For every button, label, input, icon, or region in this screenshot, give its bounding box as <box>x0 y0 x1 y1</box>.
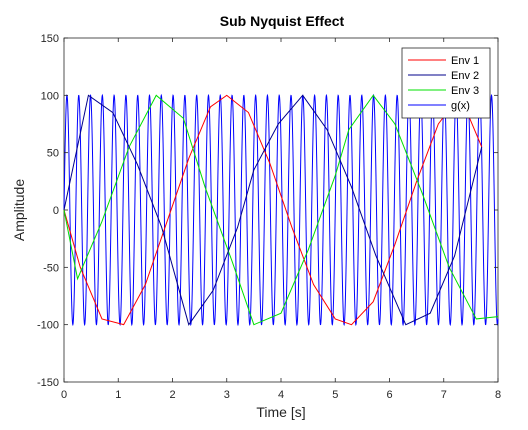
chart-title: Sub Nyquist Effect <box>220 13 345 29</box>
y-tick-label: 50 <box>47 148 59 160</box>
x-tick-label: 1 <box>115 389 121 401</box>
series-line-1 <box>63 94 483 326</box>
y-axis-label: Amplitude <box>11 179 27 241</box>
x-tick-label: 4 <box>278 389 284 401</box>
legend-label: g(x) <box>451 100 470 112</box>
y-tick-label: 150 <box>41 33 59 45</box>
data-layer <box>63 93 499 327</box>
series-line-3 <box>63 93 499 327</box>
legend-label: Env 2 <box>451 70 479 82</box>
legend-label: Env 3 <box>451 85 479 97</box>
y-tick-label: -50 <box>43 262 59 274</box>
x-tick-label: 0 <box>61 389 67 401</box>
legend: Env 1 Env 2 Env 3 g(x) <box>401 47 491 119</box>
x-tick-label: 5 <box>332 389 338 401</box>
legend-label: Env 1 <box>451 55 479 67</box>
x-axis-label: Time [s] <box>256 404 305 420</box>
series-line-0 <box>63 94 483 326</box>
x-tick-label: 7 <box>441 389 447 401</box>
x-tick-label: 3 <box>224 389 230 401</box>
tick-layer: 0 1 2 3 4 5 6 7 8 -150 -100 -50 0 50 100 150 <box>37 33 501 401</box>
y-tick-label: -100 <box>37 320 59 332</box>
x-tick-label: 8 <box>495 389 501 401</box>
x-tick-label: 2 <box>169 389 175 401</box>
y-tick-label: 0 <box>53 205 59 217</box>
y-tick-label: -150 <box>37 377 59 389</box>
x-tick-label: 6 <box>386 389 392 401</box>
y-tick-label: 100 <box>41 90 59 102</box>
